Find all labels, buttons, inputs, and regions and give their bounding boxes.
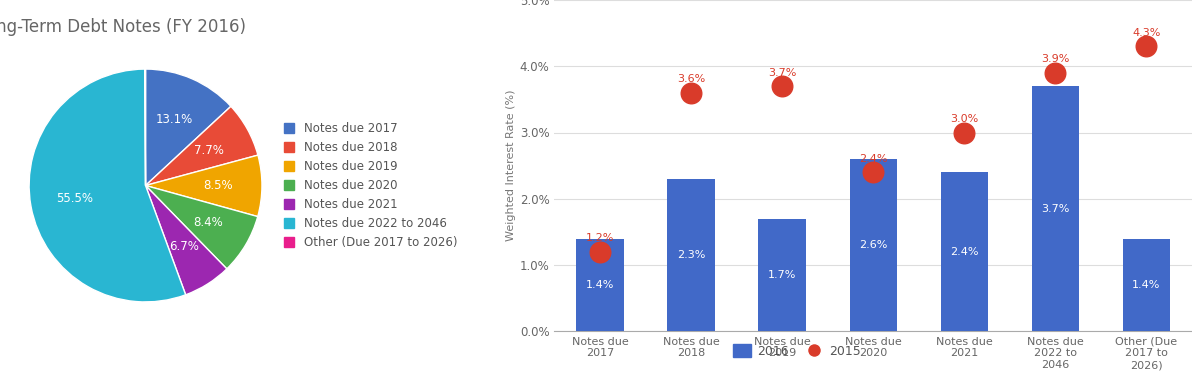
Text: 2.3%: 2.3% — [677, 250, 706, 260]
Bar — [758, 219, 806, 331]
Point — [864, 169, 883, 175]
Text: 3.7%: 3.7% — [1041, 204, 1069, 214]
Text: 3.9%: 3.9% — [1041, 54, 1069, 64]
Wedge shape — [145, 155, 262, 217]
Legend: 2016, 2015: 2016, 2015 — [727, 339, 865, 363]
Point — [590, 249, 609, 255]
Point — [1045, 70, 1064, 76]
Text: 2.4%: 2.4% — [859, 154, 888, 164]
Text: 1.2%: 1.2% — [585, 233, 614, 243]
Text: 55.5%: 55.5% — [56, 192, 93, 205]
Wedge shape — [145, 186, 257, 269]
Text: 2.6%: 2.6% — [859, 240, 887, 250]
Bar — [1123, 239, 1171, 331]
Bar — [850, 159, 896, 331]
Text: 1.7%: 1.7% — [768, 270, 796, 280]
Wedge shape — [145, 186, 226, 295]
Y-axis label: Weighted Interest Rate (%): Weighted Interest Rate (%) — [505, 90, 516, 242]
Wedge shape — [145, 69, 231, 186]
Bar — [1032, 86, 1079, 331]
Wedge shape — [29, 69, 186, 302]
Point — [955, 129, 974, 135]
Text: 3.0%: 3.0% — [950, 114, 979, 124]
Bar — [940, 172, 988, 331]
Text: 8.5%: 8.5% — [203, 179, 232, 192]
Legend: Notes due 2017, Notes due 2018, Notes due 2019, Notes due 2020, Notes due 2021, : Notes due 2017, Notes due 2018, Notes du… — [284, 122, 458, 249]
Text: 4.3%: 4.3% — [1132, 28, 1161, 38]
Text: 1.4%: 1.4% — [1132, 280, 1161, 290]
Text: 3.7%: 3.7% — [768, 68, 796, 78]
Wedge shape — [145, 106, 257, 186]
Text: 1.4%: 1.4% — [585, 280, 614, 290]
Text: 13.1%: 13.1% — [156, 113, 193, 126]
Text: 3.6%: 3.6% — [677, 74, 706, 84]
Text: 7.7%: 7.7% — [194, 144, 224, 157]
Text: 2.4%: 2.4% — [950, 247, 979, 257]
Text: 8.4%: 8.4% — [193, 216, 223, 229]
Text: 6.7%: 6.7% — [169, 240, 199, 253]
Point — [1137, 43, 1156, 49]
Text: Long-Term Debt Notes (FY 2016): Long-Term Debt Notes (FY 2016) — [0, 18, 246, 36]
Point — [682, 90, 701, 96]
Bar — [668, 179, 715, 331]
Bar — [576, 239, 623, 331]
Point — [772, 83, 791, 89]
